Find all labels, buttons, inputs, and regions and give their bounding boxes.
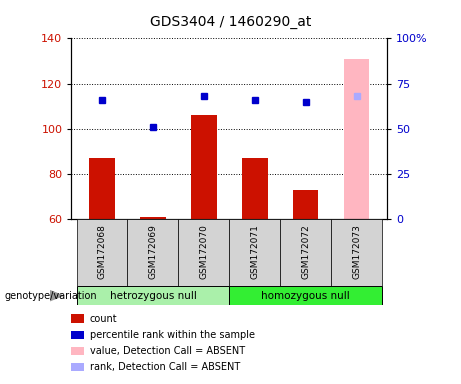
Text: homozygous null: homozygous null [261,291,350,301]
Text: GSM172072: GSM172072 [301,224,310,278]
Text: rank, Detection Call = ABSENT: rank, Detection Call = ABSENT [90,362,240,372]
Bar [293,190,319,219]
Bar [191,115,217,219]
Bar [331,219,382,286]
Bar [344,59,369,219]
Bar [89,158,115,219]
Polygon shape [50,290,65,301]
Text: genotype/variation: genotype/variation [5,291,97,301]
Bar [128,219,178,286]
Text: GDS3404 / 1460290_at: GDS3404 / 1460290_at [150,15,311,29]
Text: GSM172069: GSM172069 [148,224,158,278]
Text: value, Detection Call = ABSENT: value, Detection Call = ABSENT [90,346,245,356]
Bar [77,286,229,305]
Text: GSM172071: GSM172071 [250,224,260,278]
Bar [178,219,229,286]
Bar [242,158,267,219]
Bar [229,286,382,305]
Bar [77,219,128,286]
Bar [280,219,331,286]
Bar [140,217,165,219]
Text: hetrozygous null: hetrozygous null [110,291,196,301]
Text: GSM172073: GSM172073 [352,224,361,278]
Text: GSM172070: GSM172070 [199,224,208,278]
Text: GSM172068: GSM172068 [98,224,106,278]
Bar [229,219,280,286]
Text: count: count [90,314,118,324]
Text: percentile rank within the sample: percentile rank within the sample [90,330,255,340]
